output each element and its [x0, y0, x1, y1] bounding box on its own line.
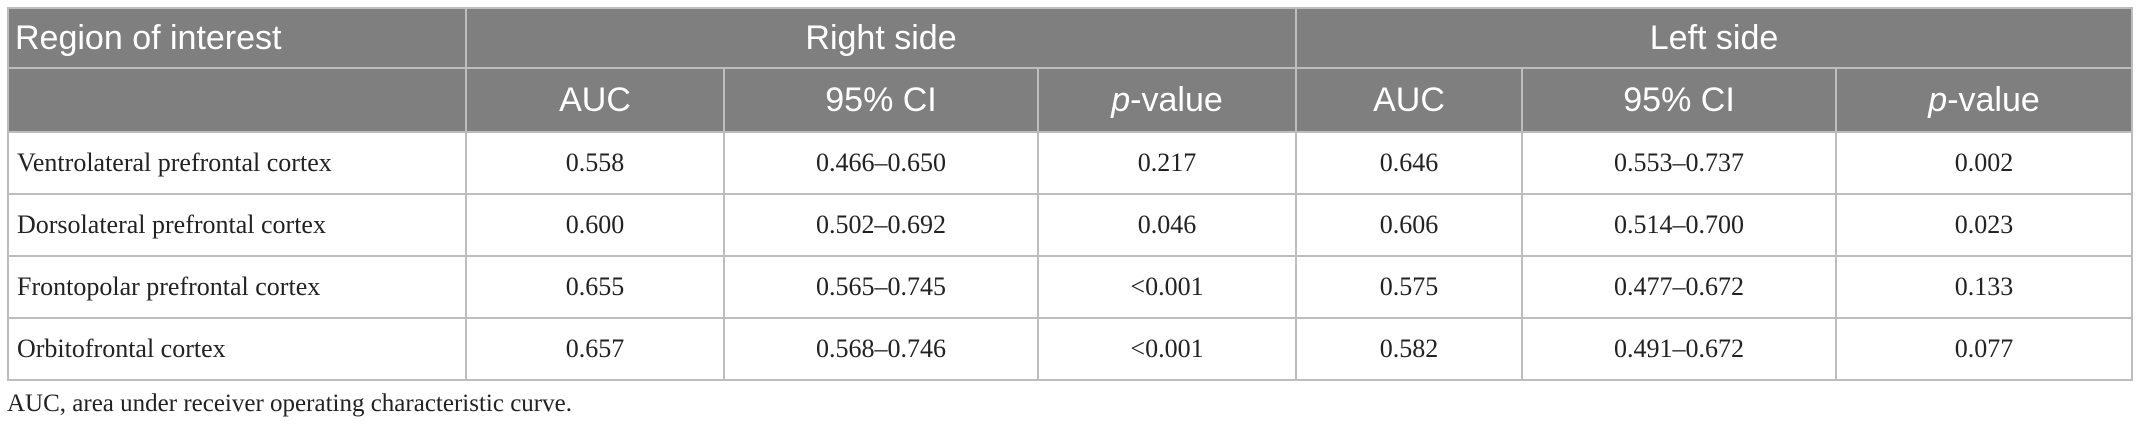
- left-ci-cell: 0.491–0.672: [1521, 317, 1838, 381]
- left-p-cell: 0.133: [1835, 255, 2134, 319]
- row-label: Ventrolateral prefrontal cortex: [7, 131, 467, 195]
- left-auc-cell: 0.606: [1295, 193, 1524, 257]
- table-row: Orbitofrontal cortex 0.657 0.568–0.746 <…: [7, 317, 2134, 381]
- header-text: -value: [1947, 80, 2040, 119]
- right-p-cell: 0.046: [1036, 193, 1298, 257]
- header-italic-prefix: p: [1928, 80, 1948, 119]
- left-auc-cell: 0.575: [1295, 255, 1524, 319]
- table-row: Dorsolateral prefrontal cortex 0.600 0.5…: [7, 193, 2134, 257]
- table-header: Region of interest Right side Left side …: [7, 7, 2134, 133]
- header-row-top: Region of interest Right side Left side: [7, 7, 2134, 69]
- left-ci-cell: 0.514–0.700: [1521, 193, 1838, 257]
- right-ci-header: 95% CI: [723, 67, 1039, 133]
- right-auc-cell: 0.655: [465, 255, 725, 319]
- right-ci-cell: 0.466–0.650: [723, 131, 1039, 195]
- left-auc-cell: 0.646: [1295, 131, 1524, 195]
- right-ci-cell: 0.502–0.692: [723, 193, 1039, 257]
- header-text: AUC: [1373, 80, 1445, 119]
- left-p-value-header: p-value: [1835, 67, 2134, 133]
- left-p-cell: 0.002: [1835, 131, 2134, 195]
- left-ci-header: 95% CI: [1521, 67, 1838, 133]
- right-auc-header: AUC: [465, 67, 725, 133]
- table-row: Frontopolar prefrontal cortex 0.655 0.56…: [7, 255, 2134, 319]
- right-ci-cell: 0.565–0.745: [723, 255, 1039, 319]
- left-p-cell: 0.077: [1835, 317, 2134, 381]
- results-table: Region of interest Right side Left side …: [7, 7, 2134, 381]
- row-label: Frontopolar prefrontal cortex: [7, 255, 467, 319]
- left-auc-cell: 0.582: [1295, 317, 1524, 381]
- right-side-header: Right side: [464, 7, 1298, 69]
- table-row: Ventrolateral prefrontal cortex 0.558 0.…: [7, 131, 2134, 195]
- right-p-cell: 0.217: [1036, 131, 1298, 195]
- left-ci-cell: 0.553–0.737: [1521, 131, 1838, 195]
- left-auc-header: AUC: [1295, 67, 1524, 133]
- right-auc-cell: 0.558: [465, 131, 725, 195]
- region-of-interest-header: Region of interest: [7, 7, 467, 69]
- right-ci-cell: 0.568–0.746: [723, 317, 1039, 381]
- header-italic-prefix: p: [1111, 80, 1131, 119]
- left-ci-cell: 0.477–0.672: [1521, 255, 1838, 319]
- right-p-cell: <0.001: [1036, 317, 1298, 381]
- header-text: -value: [1130, 80, 1223, 119]
- header-text: AUC: [559, 80, 631, 119]
- header-text: 95% CI: [1623, 80, 1735, 119]
- header-row-sub: AUC 95% CI p-value AUC 95% CI p-value: [7, 67, 2134, 133]
- left-side-header: Left side: [1295, 7, 2134, 69]
- empty-header-cell: [7, 67, 467, 133]
- row-label: Dorsolateral prefrontal cortex: [7, 193, 467, 257]
- header-text: 95% CI: [825, 80, 937, 119]
- row-label: Orbitofrontal cortex: [7, 317, 467, 381]
- right-p-value-header: p-value: [1036, 67, 1298, 133]
- right-auc-cell: 0.600: [465, 193, 725, 257]
- right-p-cell: <0.001: [1036, 255, 1298, 319]
- table-body: Ventrolateral prefrontal cortex 0.558 0.…: [7, 131, 2134, 381]
- left-p-cell: 0.023: [1835, 193, 2134, 257]
- right-auc-cell: 0.657: [465, 317, 725, 381]
- table-footnote: AUC, area under receiver operating chara…: [7, 390, 572, 417]
